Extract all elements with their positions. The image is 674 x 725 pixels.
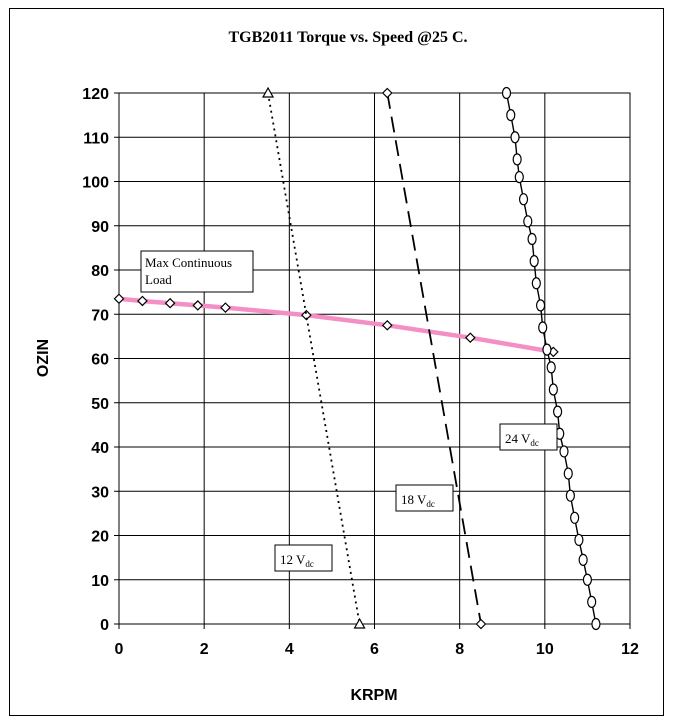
24-vdc-point [501, 86, 512, 100]
y-tick-label: 20 [91, 529, 109, 546]
24-vdc-point [591, 617, 601, 631]
18-vdc-point [381, 87, 393, 99]
max-continuous-load-label-line: Max Continuous [145, 255, 232, 270]
x-tick-label: 12 [621, 641, 639, 658]
y-tick-label: 100 [82, 175, 109, 192]
max-continuous-load-point [113, 293, 125, 305]
y-tick-label: 10 [91, 573, 109, 590]
18-vdc-label-box [395, 484, 454, 512]
x-tick-label: 6 [370, 641, 379, 658]
12-vdc-label-text: 12 Vdc [280, 552, 314, 569]
y-tick-label: 90 [91, 219, 109, 236]
max-continuous-load-point [164, 297, 176, 309]
y-axis-label: OZIN [35, 339, 52, 377]
max-continuous-load-point [464, 332, 476, 344]
y-tick-label: 30 [91, 484, 109, 501]
chart-title: TGB2011 Torque vs. Speed @25 C. [228, 29, 467, 46]
x-tick-label: 10 [536, 641, 554, 658]
24-vdc-point [514, 170, 524, 184]
y-tick-label: 110 [83, 130, 109, 147]
12-vdc-label: 12 Vdc [274, 544, 333, 572]
18-vdc-label: 18 Vdc [395, 484, 454, 512]
24-vdc-point [548, 383, 558, 396]
12-vdc-label-box [274, 544, 333, 572]
18-vdc-line [386, 92, 482, 625]
axes: 0 10 20 30 40 50 60 70 80 90 100 110 120 0 2 4 6 8 10 12 [82, 86, 639, 658]
y-tick-label: 40 [91, 440, 109, 457]
series-24-vdc [501, 86, 601, 631]
x-tick-label: 4 [285, 641, 294, 658]
12-vdc-point [353, 617, 366, 629]
24-vdc-point [512, 153, 522, 166]
24-vdc-point [553, 405, 563, 418]
max-continuous-load-point [192, 300, 204, 311]
24-vdc-label: 24 Vdc [499, 423, 558, 451]
24-vdc-point [559, 445, 569, 458]
24-vdc-point [563, 467, 573, 480]
24-vdc-point [510, 131, 520, 144]
24-vdc-point [546, 361, 556, 374]
18-vdc-label-text: 18 Vdc [401, 492, 435, 509]
24-vdc-point [531, 277, 541, 290]
y-tick-label: 120 [82, 86, 109, 103]
24-vdc-point [527, 232, 537, 246]
24-vdc-point [565, 489, 575, 502]
24-vdc-point [506, 109, 516, 122]
y-tick-label: 0 [100, 617, 109, 634]
y-tick-label: 60 [91, 352, 109, 369]
24-vdc-point [582, 573, 593, 586]
series-12-vdc [262, 86, 366, 629]
x-tick-label: 0 [115, 641, 124, 658]
max-continuous-load-point [137, 295, 148, 307]
max-continuous-load-label-box [140, 250, 254, 293]
max-continuous-load-point [220, 302, 231, 313]
max-continuous-load-point [381, 319, 393, 331]
24-vdc-point [578, 553, 588, 566]
series-18-vdc [381, 87, 487, 630]
24-vdc-point [587, 595, 597, 608]
24-vdc-label-text: 24 Vdc [505, 431, 539, 448]
max-continuous-load-label-line: Load [145, 272, 172, 287]
y-tick-label: 80 [91, 263, 109, 280]
x-axis-label: KRPM [350, 687, 397, 704]
24-vdc-point [535, 299, 546, 312]
y-tick-label: 70 [91, 307, 109, 324]
x-tick-label: 8 [455, 641, 464, 658]
24-vdc-point [538, 321, 548, 334]
24-vdc-point [574, 533, 584, 547]
24-vdc-label-box [499, 423, 558, 451]
max-continuous-load-label: Max Continuous Load [140, 250, 254, 293]
24-vdc-point [542, 343, 552, 356]
y-tick-label: 50 [91, 396, 109, 413]
18-vdc-point [475, 618, 487, 630]
series-layer [113, 86, 601, 631]
series-labels: Max Continuous Load 12 Vdc 18 Vdc 24 Vdc [140, 250, 558, 572]
24-vdc-point [570, 511, 580, 524]
12-vdc-point [262, 86, 275, 98]
24-vdc-point [518, 193, 529, 206]
24-vdc-point [523, 215, 533, 228]
x-tick-label: 2 [200, 641, 209, 658]
24-vdc-point [529, 255, 539, 268]
